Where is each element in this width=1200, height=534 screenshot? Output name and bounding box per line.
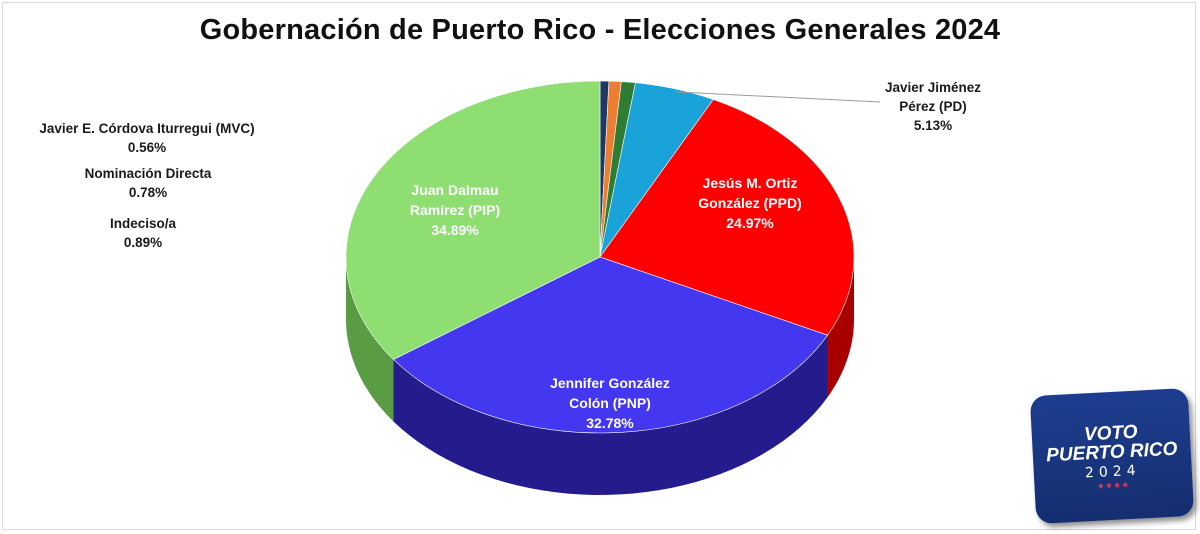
slice-label-1: Jennifer González Colón (PNP) 32.78%: [550, 375, 670, 431]
slice-label-0: Jesús M. Ortiz González (PPD) 24.97%: [698, 175, 801, 231]
pie-side-2: [346, 257, 394, 422]
pie-side-0: [827, 257, 854, 398]
label-pd: Javier Jiménez Pérez (PD) 5.13%: [870, 78, 996, 135]
slice-label-2-line-0: Juan Dalmau: [411, 182, 498, 198]
slice-label-1-line-1: Colón (PNP): [569, 395, 651, 411]
label-pd-name-1: Javier Jiménez: [884, 80, 982, 95]
label-mvc-name: Javier E. Córdova Iturregui (MVC): [39, 121, 255, 136]
slice-label-1-line-2: 32.78%: [586, 415, 634, 431]
pie-slices: [345, 80, 855, 434]
label-mvc-value: 0.56%: [127, 140, 167, 155]
label-nominacion-value: 0.78%: [128, 185, 168, 200]
slice-label-0-line-1: González (PPD): [698, 195, 801, 211]
pie-side-1: [393, 335, 828, 495]
slice-label-0-line-2: 24.97%: [726, 215, 774, 231]
slice-label-2: Juan Dalmau Ramírez (PIP) 34.89%: [410, 182, 500, 238]
slice-label-0-line-0: Jesús M. Ortiz: [703, 175, 798, 191]
label-pd-value: 5.13%: [913, 118, 953, 133]
pie-side-walls: [346, 257, 854, 495]
label-pd-name-2: Pérez (PD): [899, 99, 967, 114]
pie-slice-0: [599, 99, 855, 336]
chart-title: Gobernación de Puerto Rico - Elecciones …: [199, 14, 1001, 46]
slice-label-2-line-2: 34.89%: [431, 222, 479, 238]
label-indeciso-name: Indeciso/a: [109, 216, 177, 231]
slice-label-1-line-0: Jennifer González: [550, 375, 670, 391]
label-nominacion: Nominación Directa 0.78%: [60, 164, 236, 202]
slice-label-2-line-1: Ramírez (PIP): [410, 202, 500, 218]
pie-slice-1: [392, 256, 829, 434]
leader-line-pd: [675, 91, 881, 103]
label-mvc: Javier E. Córdova Iturregui (MVC) 0.56%: [18, 119, 276, 157]
voto-puerto-rico-logo: VOTO PUERTO RICO 2024 ★★★★: [1029, 387, 1195, 525]
label-indeciso-value: 0.89%: [123, 235, 163, 250]
pie-slice-2: [345, 80, 601, 360]
label-indeciso: Indeciso/a 0.89%: [78, 214, 208, 252]
label-nominacion-name: Nominación Directa: [84, 166, 212, 181]
